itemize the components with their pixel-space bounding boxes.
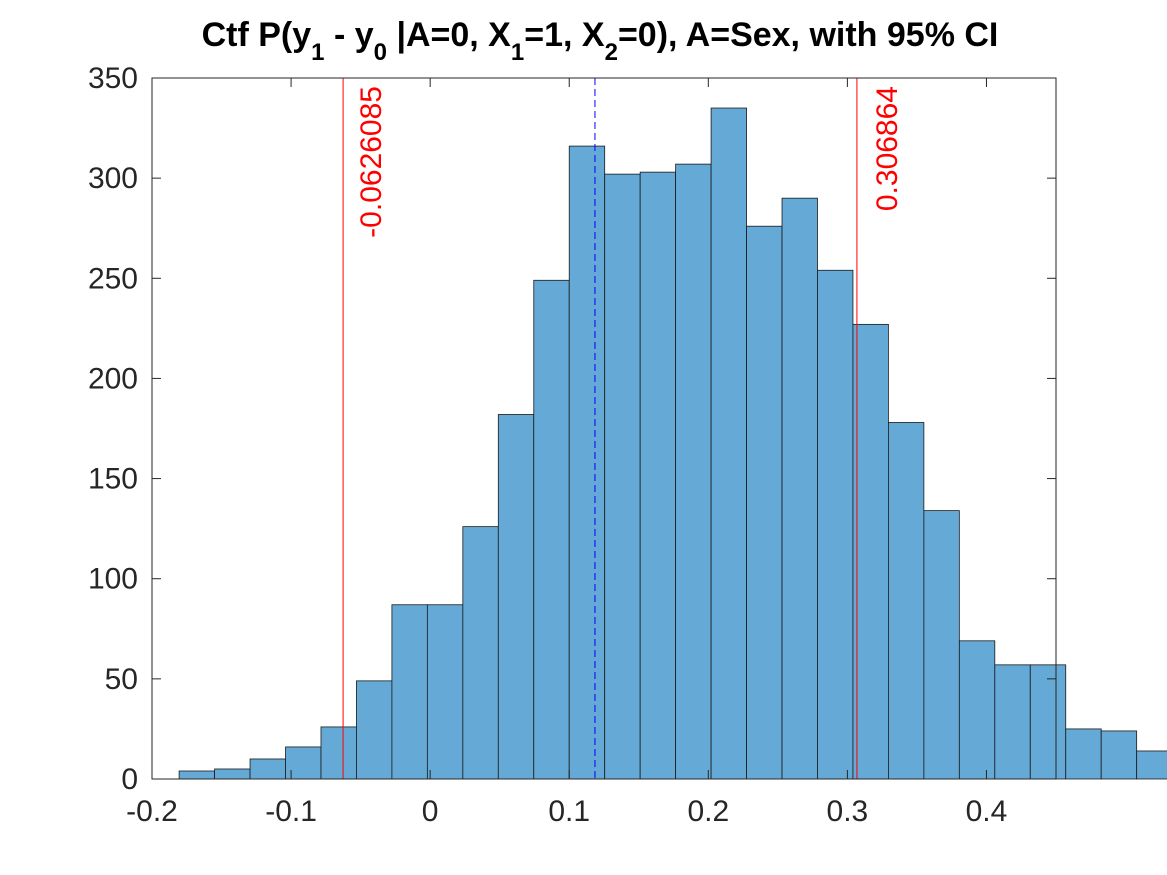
y-tick-label: 200 [88,362,138,395]
x-tick-label: 0.3 [827,795,869,828]
x-tick-label: 0 [422,795,439,828]
histogram-bar [888,422,925,780]
histogram-bar [817,269,854,780]
y-tick-label: 100 [88,563,138,596]
x-tick-label: -0.2 [126,795,178,828]
histogram-bar [320,726,357,780]
histogram-bar [746,225,783,780]
histogram-bar [923,510,960,780]
histogram-bar [249,758,286,780]
title-sub-4: 2 [605,39,618,66]
title-part-e: =0), A=Sex, with 95% CI [618,16,998,54]
histogram-bar [533,279,570,780]
histogram-bar [462,526,499,780]
histogram-bar [710,107,747,780]
histogram-bar [1065,728,1102,780]
histogram-bar [994,664,1031,780]
y-tick-label: 0 [121,763,138,796]
histogram-bar [604,173,641,780]
ci-lower-label: -0.0626085 [355,86,388,238]
title-part-b: - y [325,16,374,54]
y-tick-label: 350 [88,62,138,95]
histogram-bar [391,604,428,780]
histogram-bar [178,770,215,780]
histogram-bars [178,107,1167,780]
x-tick-label: 0.2 [687,795,729,828]
x-tick-label: -0.1 [265,795,317,828]
histogram-bar [958,640,996,780]
x-tick-label: 0.4 [966,795,1008,828]
histogram-bar [214,768,251,780]
histogram-bar [675,163,712,780]
reference-lines: -0.0626085 0.306864 [342,78,904,779]
histogram-bar [497,414,535,780]
y-tick-label: 150 [88,463,138,496]
title-sub-3: 1 [511,39,524,66]
histogram-bar [356,680,393,780]
histogram-bar [852,323,889,780]
histogram-bar [781,197,818,780]
histogram-bar [1136,750,1167,780]
x-tick-label: 0.1 [548,795,590,828]
chart-title: Ctf P(y1 - y0 |A=0, X1=1, X2=0), A=Sex, … [202,16,999,66]
y-tick-label: 50 [105,663,138,696]
plot-axes: -0.2 -0.1 0 0.1 0.2 0.3 0.4 0 50 100 150 200 250 300 3… [88,62,1057,828]
histogram-bar [568,145,606,780]
title-part-c: |A=0, X [387,16,511,54]
title-sub-1: 1 [311,39,324,66]
histogram-bar [1100,730,1138,780]
y-tick-label: 250 [88,262,138,295]
histogram-bar [426,604,464,780]
title-part-d: =1, X [524,16,605,54]
title-sub-2: 0 [374,39,387,66]
title-part-a: Ctf P(y [202,16,312,54]
histogram-bar [639,171,677,780]
plot-frame [151,77,1057,780]
ci-upper-label: 0.306864 [871,86,904,211]
y-tick-label: 300 [88,162,138,195]
histogram-bar [1029,664,1067,780]
